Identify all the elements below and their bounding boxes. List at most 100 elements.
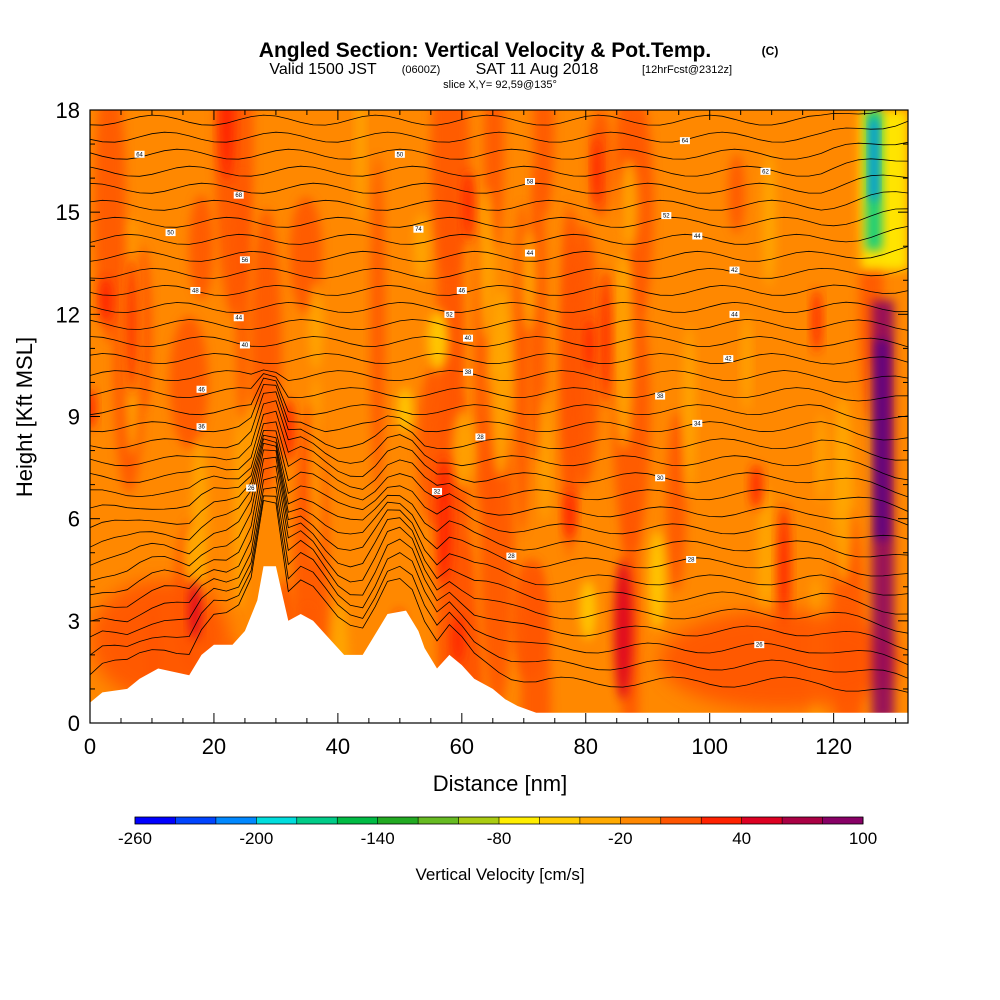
isentrope (90, 456, 908, 615)
colorbar-label: -20 (608, 829, 633, 848)
contour-label: 28 (477, 435, 484, 441)
subtitle-date: SAT 11 Aug 2018 (476, 61, 599, 78)
contour-label-bg (233, 314, 244, 322)
isentrope (90, 369, 908, 383)
contour-label: 46 (198, 387, 205, 393)
updraft-region (520, 560, 551, 723)
contour-labels: 64 68 50 56 48 44 40 46 36 26 50 74 46 52 40 38 28 32 28 58… (134, 137, 771, 649)
strong-updraft-region (584, 318, 594, 373)
updraft-region (728, 153, 745, 234)
y-tick-label: 9 (68, 405, 80, 430)
x-tick-label: 40 (326, 734, 350, 759)
downdraft-region (613, 249, 634, 451)
contour-label-bg (134, 150, 145, 158)
contour-label-bg (760, 167, 771, 175)
downdraft-region (311, 375, 322, 563)
contour-label: 40 (465, 336, 472, 342)
colorbar-swatch (782, 817, 824, 824)
isentrope (90, 476, 908, 651)
downdraft-region (522, 230, 536, 332)
isentrope (90, 246, 908, 262)
colorbar-swatch (499, 817, 540, 824)
colorbar-swatch (701, 817, 743, 824)
colorbar-title: Vertical Velocity [cm/s] (415, 865, 584, 884)
y-tick-label: 3 (68, 609, 80, 634)
downdraft-region (398, 388, 412, 432)
downdraft-region (234, 416, 247, 610)
isentrope (90, 442, 908, 577)
contour-label: 46 (458, 288, 465, 294)
x-axis: 0 20 40 60 80 100 120 (84, 110, 897, 759)
contour-label-bg (463, 334, 474, 342)
contour-label-bg (190, 286, 201, 294)
colorbar-swatch (539, 817, 581, 824)
downdraft-region (428, 310, 448, 370)
isentrope (90, 410, 908, 498)
contour-label-bg (394, 150, 405, 158)
colorbar-swatch (175, 817, 217, 824)
strong-updraft-region (811, 288, 822, 354)
contour-label: 68 (235, 193, 242, 199)
colorbar: -260 -200 -140 -80 -20 40 100 (118, 816, 877, 848)
contour-label: 44 (694, 234, 701, 240)
contour-label-bg (413, 225, 424, 233)
plot-area: 64 68 50 56 48 44 40 46 36 26 50 74 46 52 40 38 28 32 28 58… (90, 110, 908, 723)
isentrope (90, 495, 908, 679)
x-tick-label: 100 (691, 734, 728, 759)
colorbar-swatch (215, 817, 257, 824)
contour-label-bg (196, 385, 207, 393)
contour-label: 28 (508, 554, 515, 560)
contour-label: 50 (167, 231, 174, 237)
isentrope (90, 208, 908, 228)
colorbar-label: 100 (849, 829, 877, 848)
contour-label: 74 (415, 227, 422, 233)
colorbar-label: 40 (732, 829, 751, 848)
contour-label-bg (679, 137, 690, 145)
y-tick-label: 18 (56, 98, 80, 123)
contour-label: 50 (397, 152, 404, 158)
updraft-region (430, 110, 470, 274)
strong-updraft-region (592, 135, 602, 207)
slice-info: slice X,Y= 92,59@135° (443, 79, 557, 91)
contour-label: 36 (198, 425, 205, 431)
contour-label: 64 (136, 152, 143, 158)
contour-label-bg (686, 556, 697, 564)
x-tick-label: 60 (450, 734, 474, 759)
downdraft-region (580, 580, 596, 640)
strong-updraft-region (750, 463, 763, 510)
strong-updraft-region (452, 615, 464, 664)
contour-label-bg (729, 266, 740, 274)
contour-label-bg (655, 474, 666, 482)
updraft-region (236, 172, 249, 421)
colorbar-swatch (822, 817, 864, 824)
contour-label-bg (692, 419, 703, 427)
isentrope (90, 391, 908, 461)
contour-label: 34 (694, 421, 701, 427)
updraft-region (169, 315, 209, 449)
updraft-region (529, 164, 546, 461)
subtitle-zulu: (0600Z) (402, 64, 441, 76)
contour-label-bg (246, 484, 257, 492)
contour-label: 48 (192, 288, 199, 294)
subtitle-valid: Valid 1500 JST (269, 61, 377, 78)
isentrope (90, 434, 908, 540)
strong-updraft-region (90, 388, 96, 429)
contour-label: 28 (688, 558, 695, 564)
contour-label: 64 (682, 139, 689, 145)
y-tick-label: 6 (68, 507, 80, 532)
strong-updraft-region (126, 256, 138, 395)
colorbar-swatch (337, 817, 379, 824)
contour-label-bg (723, 355, 734, 363)
contour-label-bg (661, 212, 672, 220)
updraft-region (660, 610, 900, 710)
isentrope (90, 267, 908, 279)
contour-label: 38 (465, 370, 472, 376)
contour-label: 44 (731, 312, 738, 318)
contour-label: 40 (242, 343, 249, 349)
strongest-downdraft-core (870, 120, 878, 200)
colorbar-swatch (256, 817, 298, 824)
downdraft-region (649, 530, 665, 630)
contour-label: 30 (657, 476, 664, 482)
strong-updraft-region (99, 276, 113, 324)
downdraft-region (451, 409, 475, 489)
